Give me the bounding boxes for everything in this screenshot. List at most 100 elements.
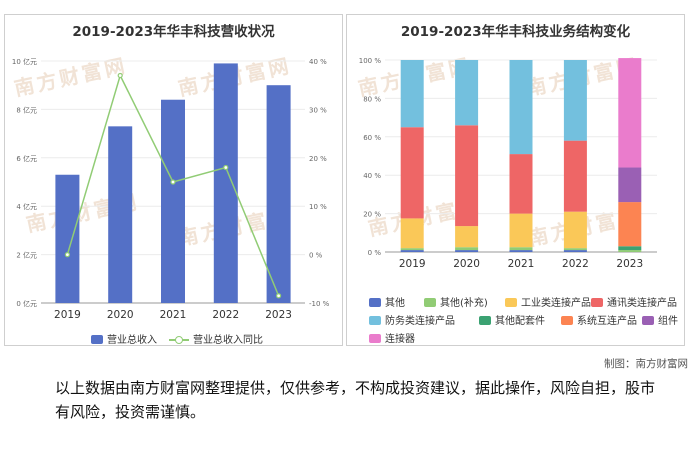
legend-swatch: [369, 316, 381, 325]
legend-swatch: [505, 298, 517, 307]
disclaimer-text: 以上数据由南方财富网整理提供，仅供参考，不构成投资建议，据此操作，风险自担，股市…: [55, 376, 655, 424]
segment-2023: [618, 168, 641, 203]
segment-2021: [510, 247, 533, 250]
segment-2020: [455, 60, 478, 125]
business-structure-chart-panel: 南方财富网 南方财富网 南方财富网 南方财富网 2019-2023年华丰科技业务…: [346, 14, 685, 346]
segment-2021: [510, 60, 533, 154]
y-tick-label-left: 4 亿元: [16, 202, 37, 211]
x-tick-label: 2019: [54, 309, 81, 321]
y-tick-label-right: 40 %: [309, 58, 327, 66]
legend-label: 通讯类连接产品: [607, 298, 677, 309]
segment-2023: [618, 246, 641, 250]
segment-2023: [618, 58, 641, 167]
x-tick-label: 2019: [399, 258, 426, 270]
legend-label: 系统互连产品: [577, 316, 637, 327]
segment-2022: [564, 250, 587, 252]
legend-label: 组件: [658, 316, 678, 327]
legend-label: 连接器: [385, 334, 415, 345]
legend-item[interactable]: 其他: [369, 294, 405, 309]
bar-2023: [267, 85, 291, 303]
segment-2023: [618, 202, 641, 246]
segment-2020: [455, 125, 478, 226]
bar-2021: [161, 100, 185, 303]
legend-item[interactable]: 系统互连产品: [561, 312, 637, 327]
legend-label: 其他(补充): [440, 298, 488, 309]
segment-2020: [455, 226, 478, 247]
x-tick-label: 2021: [508, 258, 535, 270]
y-tick-label-right: 20 %: [309, 155, 327, 163]
legend-label: 营业总收入同比: [193, 335, 263, 346]
segment-2021: [510, 250, 533, 252]
segment-2021: [510, 214, 533, 248]
y-tick-label-right: 10 %: [309, 203, 327, 211]
x-tick-label: 2021: [160, 309, 187, 321]
segment-2022: [564, 60, 587, 141]
yoy-point-2021: [171, 180, 175, 184]
y-tick-label: 60 %: [363, 134, 381, 142]
y-tick-label-right: 30 %: [309, 106, 327, 114]
legend-revenue-yoy[interactable]: 营业总收入同比: [169, 331, 263, 346]
legend-label: 其他配套件: [495, 316, 545, 327]
bar-2022: [214, 63, 238, 303]
x-tick-label: 2022: [562, 258, 589, 270]
legend-swatch: [91, 335, 103, 344]
y-tick-label-left: 8 亿元: [16, 105, 37, 114]
segment-2020: [455, 250, 478, 252]
legend-item[interactable]: 工业类连接产品: [505, 294, 591, 309]
y-tick-label-right: -10 %: [309, 300, 330, 308]
legend-item[interactable]: 其他(补充): [424, 294, 488, 309]
revenue-chart-panel: 南方财富网 南方财富网 南方财富网 南方财富网 2019-2023年华丰科技营收…: [4, 14, 343, 346]
segment-2019: [401, 248, 424, 250]
legend-swatch: [369, 334, 381, 343]
segment-2019: [401, 250, 424, 252]
y-tick-label-right: 0 %: [309, 252, 323, 260]
y-tick-label: 100 %: [359, 57, 382, 65]
revenue-chart: 0 亿元 2 亿元 4 亿元 6 亿元 8 亿元 10 亿元 -10 % 0 % 10 % 20 …: [5, 15, 343, 346]
y-tick-label-left: 2 亿元: [16, 251, 37, 260]
bar-2019: [55, 175, 79, 303]
legend-swatch: [561, 316, 573, 325]
y-tick-label-left: 0 亿元: [16, 299, 37, 308]
legend-swatch: [169, 335, 189, 344]
chart-credit: 制图：南方财富网: [604, 356, 688, 371]
yoy-point-2020: [118, 74, 122, 78]
legend-swatch: [369, 298, 381, 307]
x-tick-label: 2020: [107, 309, 134, 321]
legend-swatch: [591, 298, 603, 307]
x-tick-label: 2022: [212, 309, 239, 321]
yoy-point-2019: [65, 253, 69, 257]
y-tick-label: 40 %: [363, 172, 381, 180]
segment-2023: [618, 250, 641, 252]
segment-2020: [455, 247, 478, 250]
y-tick-label-left: 10 亿元: [12, 57, 37, 66]
legend-swatch: [479, 316, 491, 325]
segment-2021: [510, 154, 533, 214]
segment-2022: [564, 248, 587, 250]
yoy-point-2022: [224, 165, 228, 169]
legend-swatch: [642, 316, 654, 325]
segment-2022: [564, 141, 587, 212]
x-tick-label: 2023: [616, 258, 643, 270]
y-tick-label-left: 6 亿元: [16, 154, 37, 163]
legend-item[interactable]: 通讯类连接产品: [591, 294, 677, 309]
legend-item[interactable]: 组件: [642, 312, 678, 327]
segment-2022: [564, 212, 587, 248]
legend-label: 防务类连接产品: [385, 316, 455, 327]
segment-2019: [401, 60, 424, 127]
legend-swatch: [424, 298, 436, 307]
legend-item[interactable]: 连接器: [369, 330, 415, 345]
x-tick-label: 2020: [453, 258, 480, 270]
legend-item[interactable]: 防务类连接产品: [369, 312, 455, 327]
x-tick-label: 2023: [265, 309, 292, 321]
legend-revenue[interactable]: 营业总收入: [91, 331, 157, 346]
legend-item[interactable]: 其他配套件: [479, 312, 545, 327]
legend-label: 其他: [385, 298, 405, 309]
bar-2020: [108, 126, 132, 303]
y-tick-label: 0 %: [368, 249, 382, 257]
segment-2019: [401, 218, 424, 248]
segment-2019: [401, 127, 424, 218]
y-tick-label: 80 %: [363, 95, 381, 103]
yoy-point-2023: [277, 294, 281, 298]
legend-label: 营业总收入: [107, 335, 157, 346]
legend-label: 工业类连接产品: [521, 298, 591, 309]
